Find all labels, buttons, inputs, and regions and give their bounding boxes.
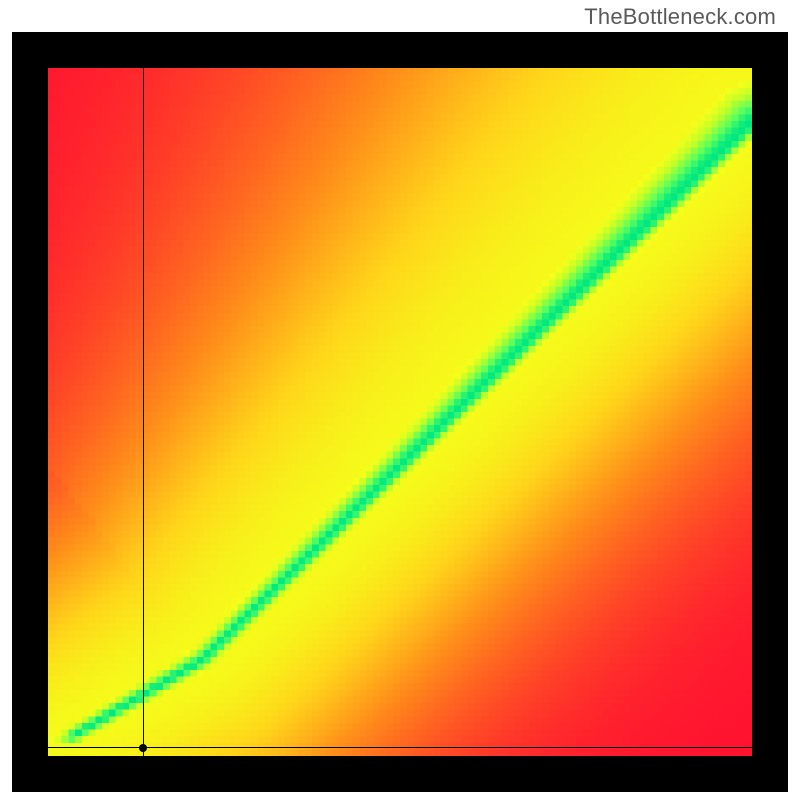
crosshair-horizontal [48, 747, 752, 748]
watermark-text: TheBottleneck.com [584, 4, 776, 30]
plot-area [12, 32, 788, 792]
crosshair-vertical [143, 68, 144, 756]
crosshair-marker [139, 744, 147, 752]
chart-container: TheBottleneck.com [0, 0, 800, 800]
heatmap-canvas [48, 68, 752, 756]
